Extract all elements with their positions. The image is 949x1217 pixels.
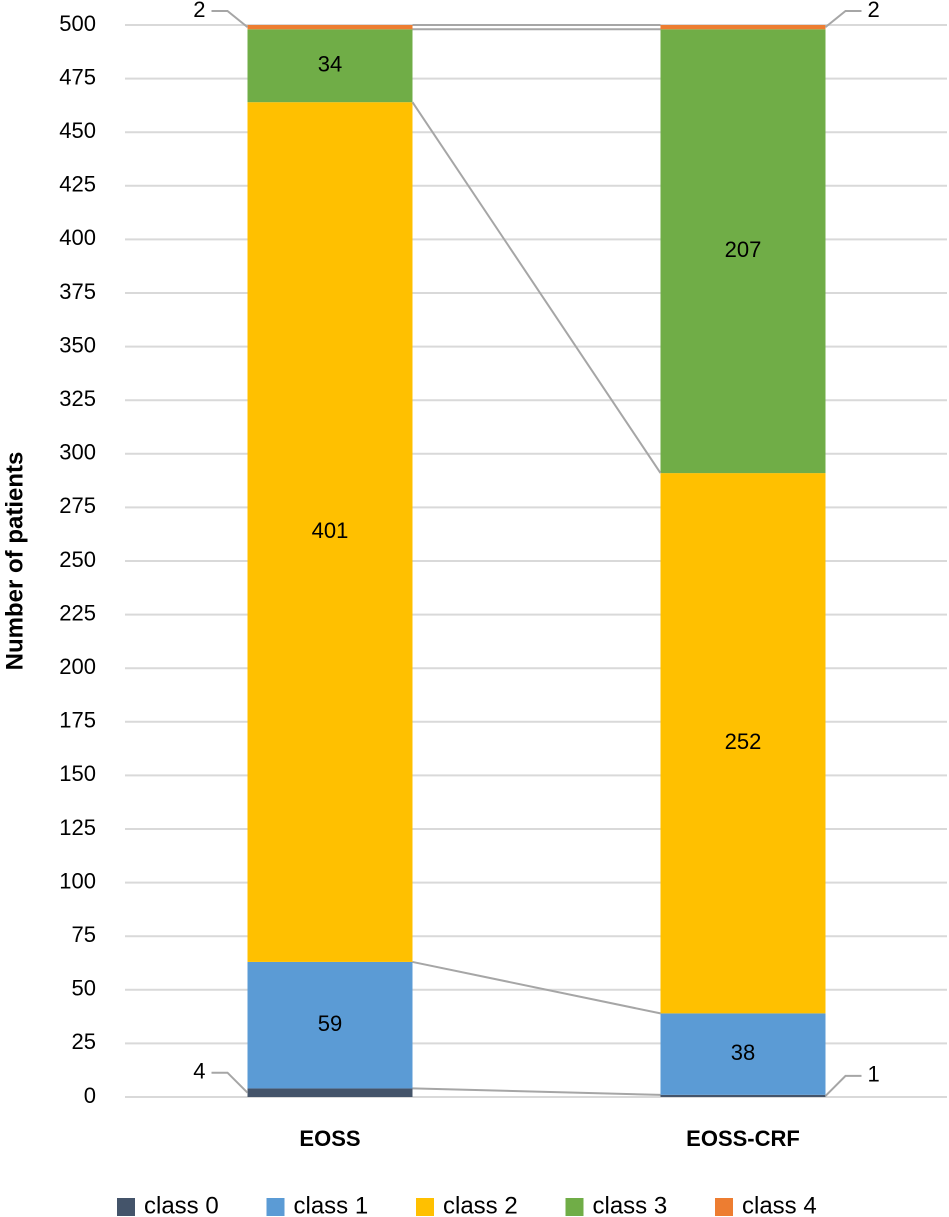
data-label: 401 <box>312 518 349 543</box>
legend-swatch <box>266 1198 285 1216</box>
bar-segment <box>247 961 413 1089</box>
y-tick-label: 225 <box>59 600 96 625</box>
bar-segment <box>660 25 826 30</box>
y-tick-label: 50 <box>72 976 96 1001</box>
y-tick-label: 100 <box>59 868 96 893</box>
bar-segment <box>247 1088 413 1097</box>
y-tick-label: 250 <box>59 547 96 572</box>
bar-segment <box>247 25 413 30</box>
bar-segment <box>660 1013 826 1095</box>
y-tick-label: 175 <box>59 708 96 733</box>
leader-line <box>824 10 862 28</box>
data-label: 252 <box>725 729 762 754</box>
y-tick-label: 300 <box>59 440 96 465</box>
data-label: 59 <box>318 1011 342 1036</box>
y-tick-label: 425 <box>59 172 96 197</box>
legend-label: class 4 <box>742 1192 817 1217</box>
data-label: 2 <box>193 0 205 22</box>
legend-label: class 3 <box>593 1192 668 1217</box>
leader-line <box>211 1071 249 1094</box>
data-label: 34 <box>318 52 342 77</box>
series-line <box>411 101 662 474</box>
y-tick-label: 350 <box>59 332 96 357</box>
bar-segment <box>660 473 826 1014</box>
data-label: 2 <box>868 0 880 22</box>
y-tick-label: 75 <box>72 922 96 947</box>
series-line <box>412 960 661 1015</box>
y-tick-label: 475 <box>59 64 96 89</box>
data-label: 4 <box>193 1059 205 1084</box>
data-label: 1 <box>868 1062 880 1087</box>
bar-segment <box>660 29 826 474</box>
bar-segment <box>247 102 413 962</box>
x-tick-label: EOSS <box>299 1126 360 1151</box>
legend-swatch <box>416 1198 434 1216</box>
leader-line <box>824 1074 862 1097</box>
legend-swatch <box>715 1198 733 1216</box>
x-tick-label: EOSS-CRF <box>686 1126 800 1151</box>
y-tick-label: 500 <box>59 11 96 36</box>
y-tick-label: 275 <box>59 493 96 518</box>
legend-label: class 1 <box>294 1192 369 1217</box>
legend-swatch <box>565 1198 584 1216</box>
y-tick-label: 375 <box>59 279 96 304</box>
y-tick-label: 325 <box>59 386 96 411</box>
leader-line <box>211 10 249 28</box>
y-tick-label: 450 <box>59 118 96 143</box>
legend-swatch <box>117 1198 135 1216</box>
y-tick-label: 150 <box>59 761 96 786</box>
y-axis-title: Number of patients <box>1 452 28 671</box>
y-tick-label: 0 <box>84 1083 96 1108</box>
y-tick-label: 400 <box>59 225 96 250</box>
y-tick-label: 125 <box>59 815 96 840</box>
series-line <box>412 1087 661 1096</box>
y-tick-label: 200 <box>59 654 96 679</box>
bar-segment <box>660 1094 826 1097</box>
data-label: 207 <box>725 237 762 262</box>
legend-label: class 2 <box>443 1192 518 1217</box>
data-label: 38 <box>731 1040 755 1065</box>
y-tick-label: 25 <box>72 1029 96 1054</box>
legend-label: class 0 <box>144 1192 219 1217</box>
bar-segment <box>247 29 413 103</box>
